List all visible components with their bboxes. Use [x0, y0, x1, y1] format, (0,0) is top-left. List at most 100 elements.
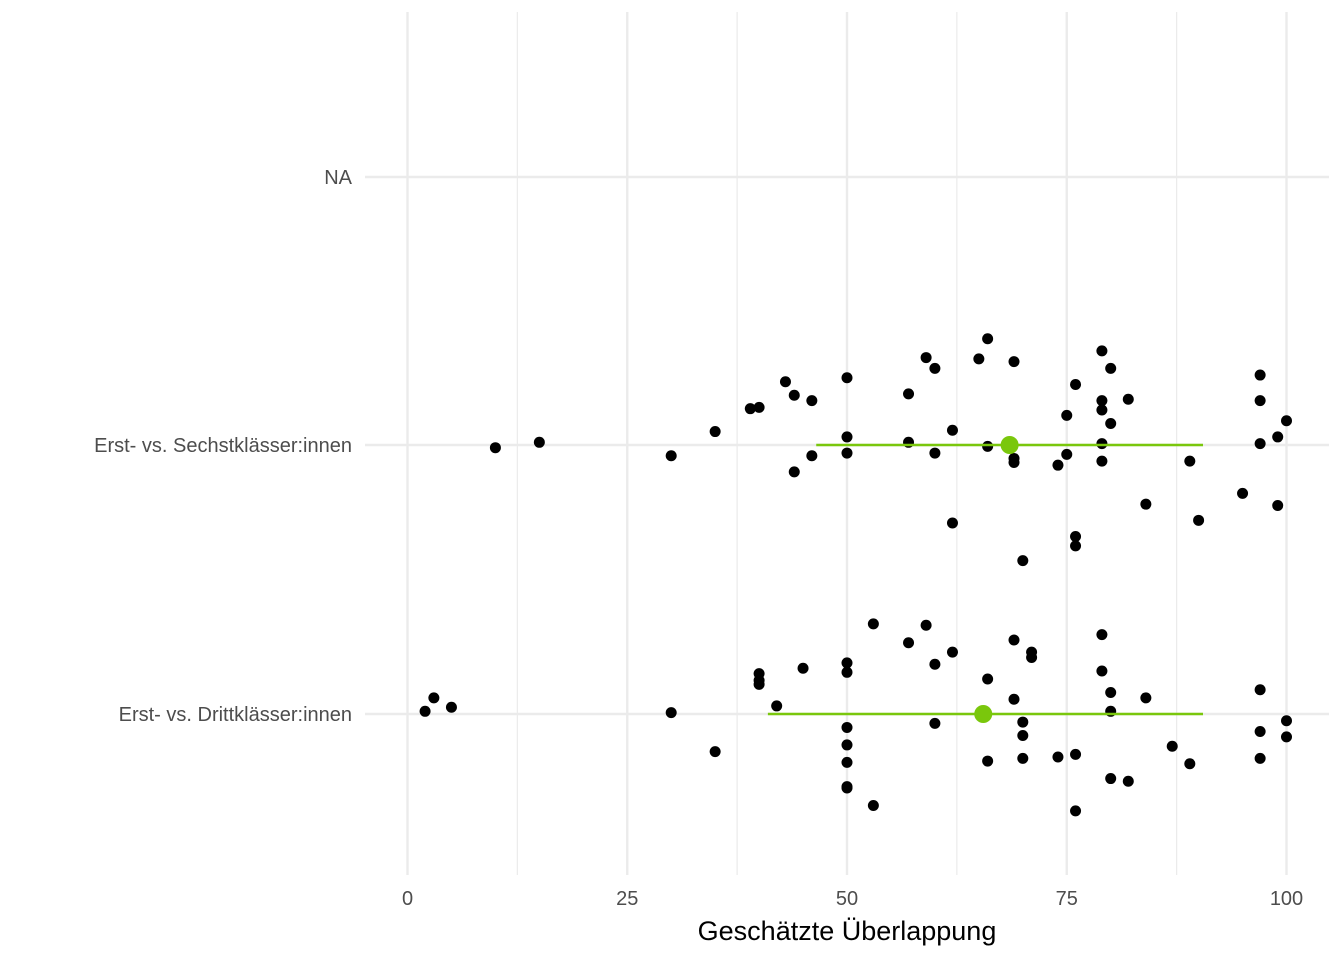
data-point: [982, 673, 994, 685]
data-point: [1254, 684, 1266, 696]
data-point: [1070, 530, 1082, 542]
data-point: [841, 431, 853, 443]
data-point: [806, 395, 818, 407]
data-point: [1017, 730, 1029, 742]
data-point: [903, 637, 915, 649]
data-point: [982, 440, 994, 452]
data-point: [982, 755, 994, 767]
x-tick-label: 100: [1270, 888, 1303, 910]
data-point: [709, 426, 721, 438]
data-point: [665, 450, 677, 462]
data-point: [929, 447, 941, 459]
data-point: [841, 372, 853, 384]
data-point: [1096, 455, 1108, 467]
data-point: [920, 352, 932, 364]
data-point: [1193, 514, 1205, 526]
y-tick-label: Erst- vs. Sechstklässer:innen: [94, 435, 352, 457]
data-point: [1008, 456, 1020, 468]
data-point: [771, 700, 783, 712]
x-tick-label: 50: [836, 888, 858, 910]
minor-gridlines: [516, 12, 1178, 875]
data-point: [1140, 498, 1152, 510]
data-point: [1122, 393, 1134, 405]
data-point: [929, 658, 941, 670]
data-point: [1105, 417, 1117, 429]
data-point: [1096, 629, 1108, 641]
data-point: [1052, 751, 1064, 763]
data-point: [946, 424, 958, 436]
data-point: [946, 517, 958, 529]
x-tick-label: 75: [1056, 888, 1078, 910]
data-point: [1061, 448, 1073, 460]
data-point: [1096, 404, 1108, 416]
data-point: [1254, 395, 1266, 407]
data-point: [1070, 748, 1082, 760]
data-point: [1254, 438, 1266, 450]
data-point: [1122, 775, 1134, 787]
data-point: [744, 403, 756, 415]
data-point: [1008, 356, 1020, 368]
y-tick-label: NA: [324, 167, 352, 189]
data-point: [533, 436, 545, 448]
data-point: [709, 746, 721, 758]
data-point: [1070, 805, 1082, 817]
data-point: [1026, 652, 1038, 664]
summary-mean-point: [1000, 436, 1019, 454]
data-points: [419, 333, 1292, 817]
data-point: [1254, 752, 1266, 764]
data-point: [1061, 409, 1073, 421]
data-point: [1105, 686, 1117, 698]
data-point: [1052, 459, 1064, 471]
data-point: [1237, 487, 1249, 499]
data-point: [929, 362, 941, 374]
x-tick-label: 0: [402, 888, 413, 910]
data-point: [753, 678, 765, 690]
data-point: [1008, 634, 1020, 646]
data-point: [867, 799, 879, 811]
data-point: [753, 401, 765, 413]
data-point: [867, 618, 879, 630]
data-point: [1272, 431, 1284, 443]
data-point: [841, 721, 853, 733]
data-point: [1140, 692, 1152, 704]
data-point: [428, 692, 440, 704]
y-tick-label: Erst- vs. Drittklässer:innen: [119, 704, 352, 726]
data-point: [1017, 716, 1029, 728]
data-point: [1105, 362, 1117, 374]
data-point: [1281, 731, 1292, 743]
data-point: [1254, 725, 1266, 737]
data-point: [779, 376, 791, 388]
data-point: [797, 662, 809, 674]
data-point: [806, 450, 818, 462]
data-point: [929, 717, 941, 729]
data-point: [841, 782, 853, 794]
data-point: [1096, 665, 1108, 677]
data-point: [920, 619, 932, 631]
data-point: [1166, 740, 1178, 752]
data-point: [903, 388, 915, 400]
data-point: [1105, 773, 1117, 785]
data-point: [445, 701, 457, 713]
data-point: [841, 739, 853, 751]
data-point: [1184, 758, 1196, 770]
x-tick-label: 25: [616, 888, 638, 910]
data-point: [1017, 752, 1029, 764]
data-point: [788, 389, 800, 401]
data-point: [1281, 715, 1292, 727]
summary-mean-point: [974, 705, 993, 723]
data-point: [1281, 415, 1292, 427]
y-axis-tick-labels: Erst- vs. Drittklässer:innen Erst- vs. Se…: [94, 167, 353, 726]
x-axis-tick-labels: 0 25 50 75 100: [402, 888, 1303, 910]
data-point: [1008, 693, 1020, 705]
data-point: [1184, 455, 1196, 467]
data-point: [982, 333, 994, 345]
data-point: [841, 666, 853, 678]
data-point: [1096, 438, 1108, 450]
data-point: [788, 466, 800, 478]
summary-intervals: [767, 436, 1203, 723]
data-point: [489, 442, 501, 454]
data-point: [1096, 345, 1108, 357]
data-point: [665, 707, 677, 719]
data-point: [973, 353, 985, 365]
